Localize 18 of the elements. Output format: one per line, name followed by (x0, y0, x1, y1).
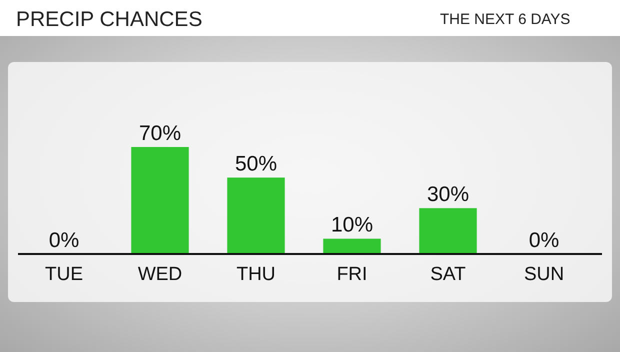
data-label: 30% (426, 183, 470, 206)
x-tick-label: THU (236, 264, 276, 285)
data-label: 0% (48, 229, 80, 252)
bar (131, 147, 189, 254)
x-tick-label: WED (138, 264, 182, 285)
chart-title: PRECIP CHANCES (16, 8, 202, 31)
x-tick-label: SUN (524, 264, 564, 285)
bar (419, 208, 477, 254)
data-label: 0% (528, 229, 560, 252)
x-tick-label: TUE (45, 264, 83, 285)
bar (227, 178, 285, 254)
x-tick-label: FRI (336, 264, 368, 285)
data-label: 50% (234, 152, 278, 176)
chart-subtitle: THE NEXT 6 DAYS (440, 11, 570, 28)
x-tick-label: SAT (430, 264, 466, 285)
data-label: 70% (138, 122, 182, 145)
bar (323, 238, 381, 254)
data-label: 10% (330, 214, 374, 237)
